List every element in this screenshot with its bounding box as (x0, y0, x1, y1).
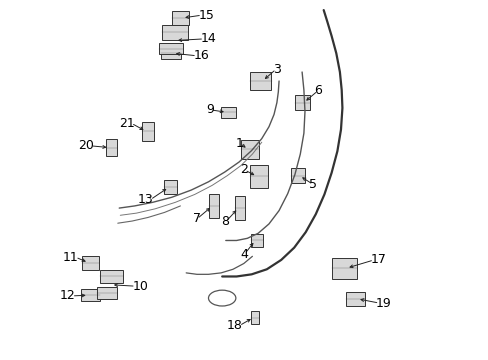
Bar (249, 72, 271, 90)
Text: 2: 2 (240, 163, 247, 176)
Text: 10: 10 (132, 280, 148, 293)
Bar (251, 234, 263, 247)
Text: 11: 11 (63, 251, 79, 264)
Bar (209, 194, 219, 218)
Bar (332, 258, 356, 279)
Text: 8: 8 (221, 215, 229, 228)
Text: 14: 14 (200, 32, 216, 45)
Bar (160, 48, 181, 59)
Bar (346, 292, 364, 306)
Text: 12: 12 (60, 289, 75, 302)
Bar (249, 165, 267, 188)
Text: 1: 1 (235, 137, 243, 150)
Bar (171, 11, 189, 25)
Bar (81, 256, 99, 270)
Text: 7: 7 (192, 212, 200, 225)
Text: 21: 21 (119, 117, 134, 130)
Text: 20: 20 (78, 139, 94, 152)
Bar (235, 196, 244, 220)
Bar (164, 180, 177, 194)
Text: 17: 17 (370, 253, 386, 266)
Bar (105, 139, 117, 156)
Text: 9: 9 (205, 103, 213, 116)
Text: 16: 16 (193, 49, 209, 62)
Bar (142, 122, 154, 141)
Bar (159, 43, 183, 54)
Bar (96, 287, 117, 299)
Text: 18: 18 (226, 319, 242, 332)
Bar (100, 270, 123, 283)
Bar (251, 311, 259, 324)
Bar (290, 168, 304, 183)
Bar (294, 95, 309, 110)
Bar (162, 25, 188, 40)
Text: 5: 5 (309, 178, 317, 191)
Text: 4: 4 (240, 248, 247, 261)
Bar (241, 139, 258, 159)
Bar (221, 107, 236, 118)
Bar (81, 289, 100, 301)
Text: 15: 15 (198, 9, 214, 22)
Text: 6: 6 (314, 84, 322, 97)
Text: 13: 13 (138, 193, 153, 206)
Text: 3: 3 (272, 63, 280, 76)
Text: 19: 19 (375, 297, 391, 310)
